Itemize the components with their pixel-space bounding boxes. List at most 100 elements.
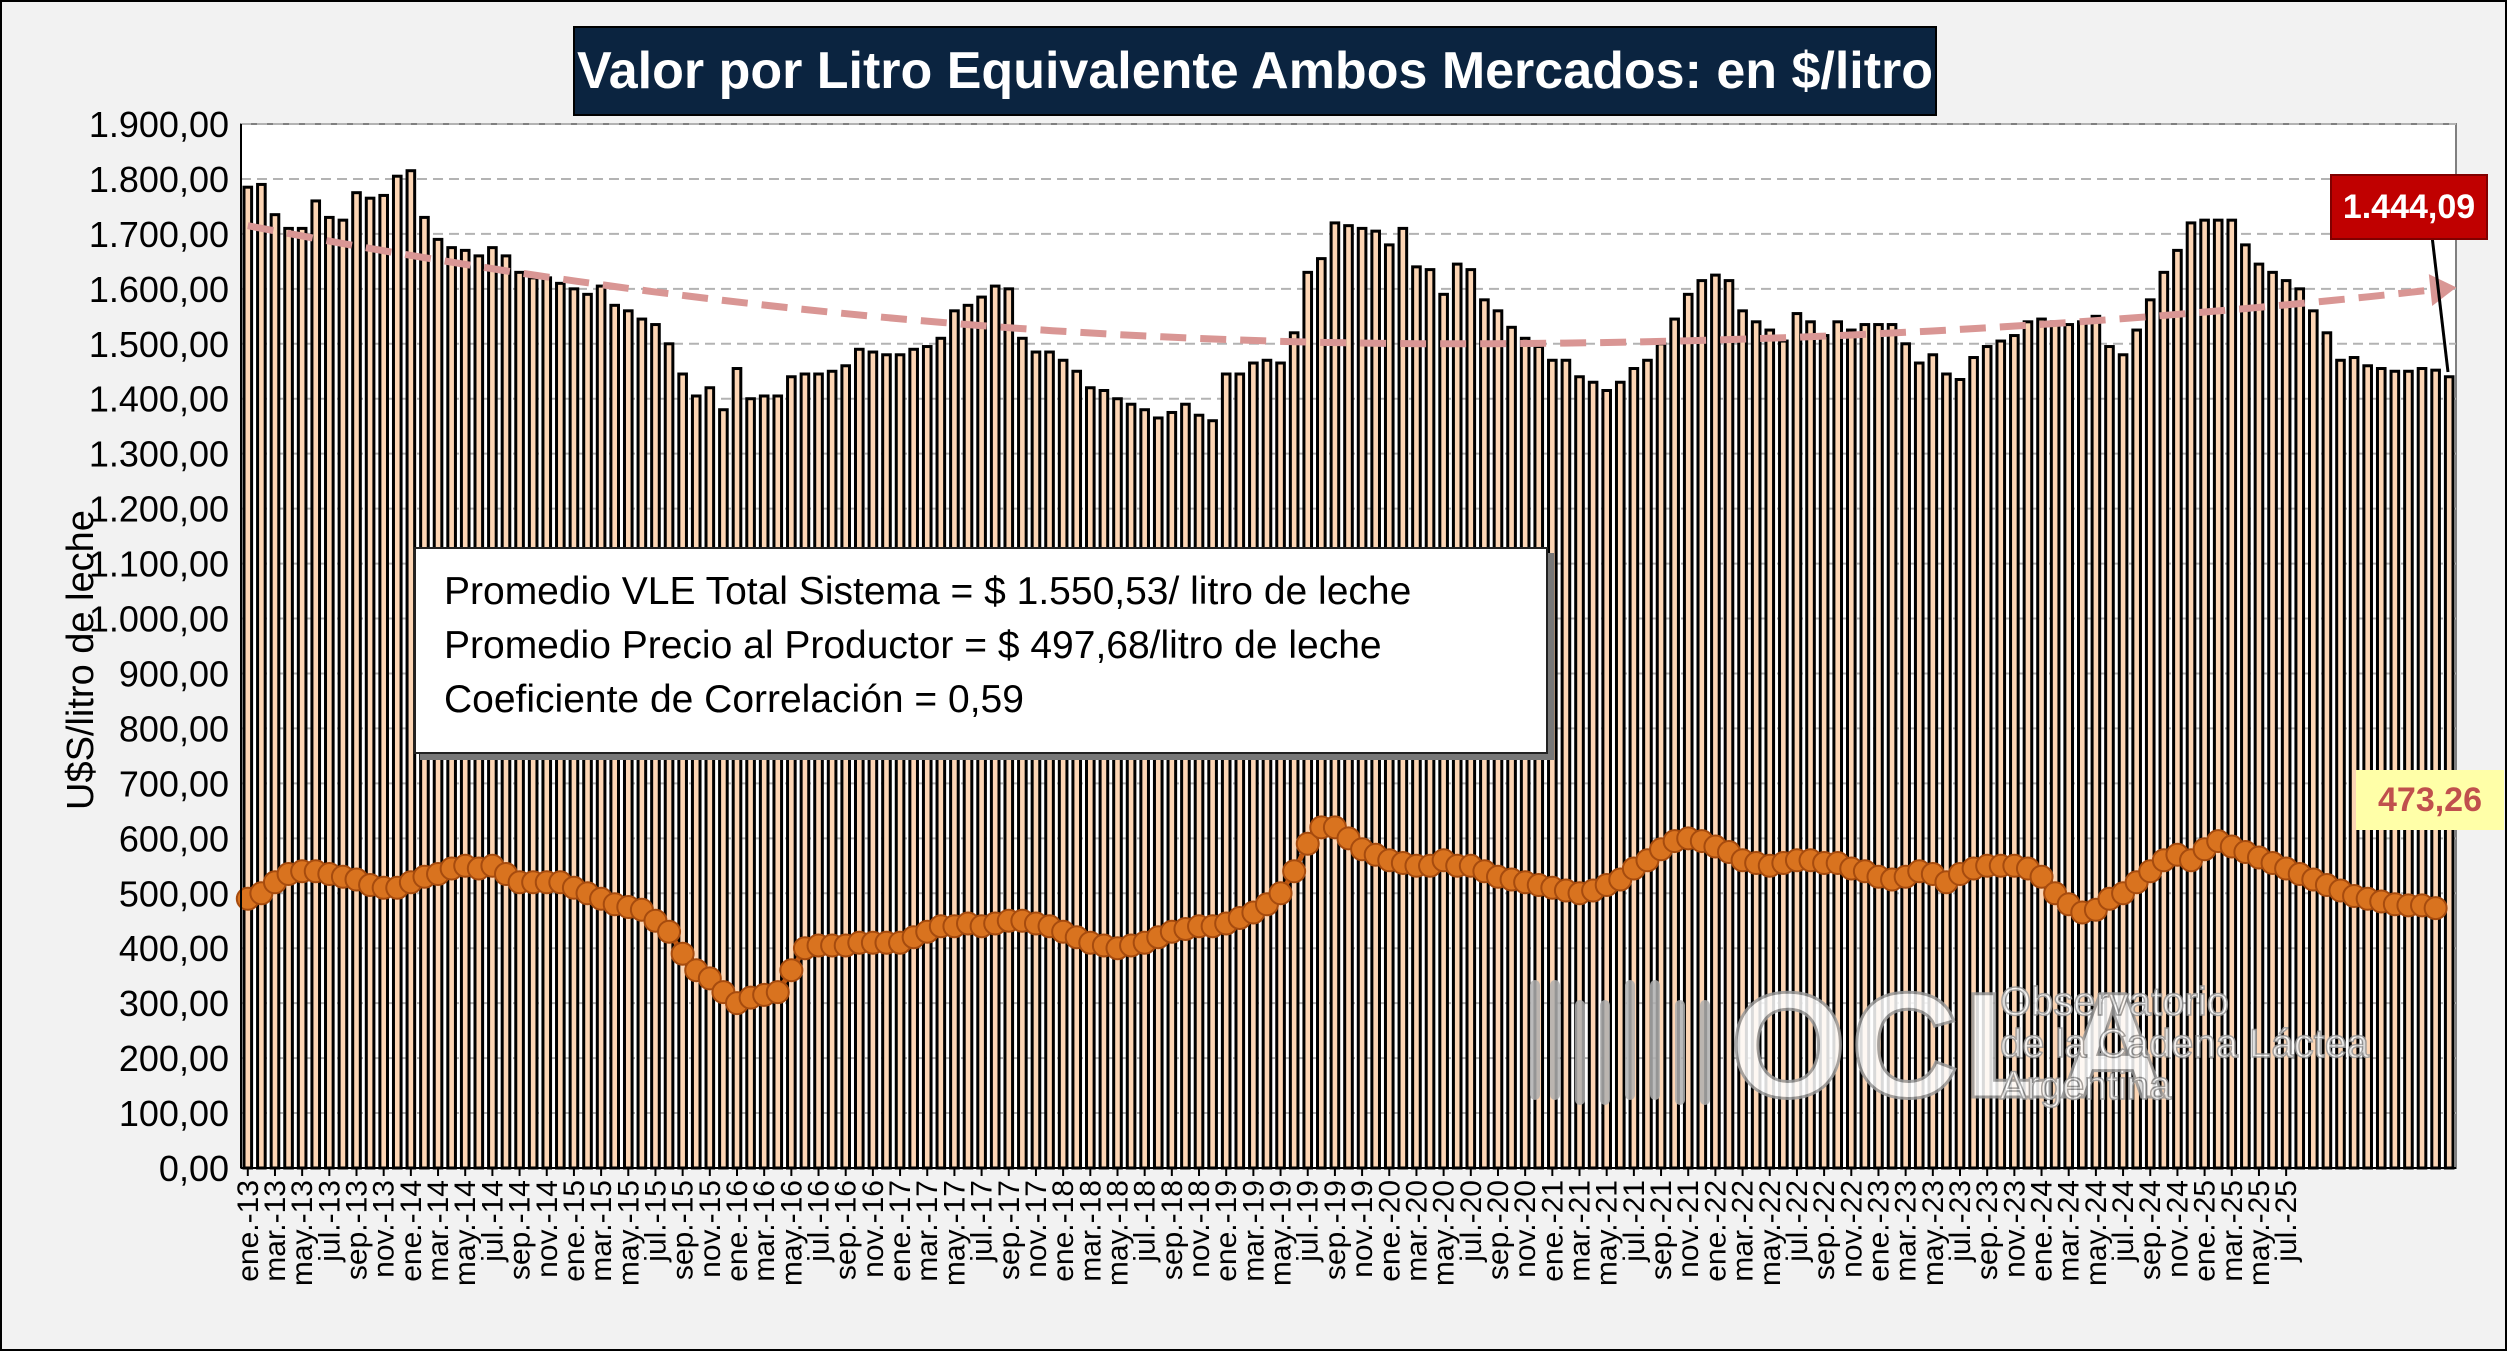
ocla-caption-line1: Observatorio: [1999, 980, 2229, 1024]
bar: [269, 213, 281, 1170]
bar: [1275, 361, 1286, 1170]
producer-point: [1268, 881, 1293, 906]
chart-title: Valor por Litro Equivalente Ambos Mercad…: [573, 26, 1937, 116]
producer-point: [1295, 831, 1320, 856]
x-tick-label: ene.-20: [1373, 1180, 1406, 1282]
bar: [1234, 372, 1246, 1170]
x-tick-label: ene.-13: [232, 1180, 265, 1282]
bar: [758, 394, 770, 1170]
x-tick-label: nov.-20: [1509, 1180, 1542, 1278]
y-tick-label: 400,00: [119, 928, 229, 969]
x-tick-label: ene.-19: [1210, 1180, 1243, 1282]
bar: [391, 174, 403, 1170]
bar: [1152, 416, 1164, 1170]
x-tick-label: sep.-22: [1808, 1180, 1841, 1280]
y-tick-label: 800,00: [119, 708, 229, 749]
stat-producer-average: Promedio Precio al Productor = $ 497,68/…: [444, 624, 1382, 667]
ocla-logo-icon: [1530, 980, 1710, 1105]
x-tick-label: jul.-19: [1292, 1180, 1325, 1263]
bar: [296, 226, 308, 1170]
bar: [1030, 350, 1042, 1170]
bar: [718, 408, 729, 1170]
x-tick-label: mar.-24: [2053, 1180, 2086, 1282]
x-tick-label: sep.-23: [1971, 1180, 2004, 1280]
producer-price-line: [235, 815, 2448, 1016]
x-tick-label: jul.-15: [639, 1180, 672, 1263]
x-tick-label: may.-14: [449, 1180, 482, 1286]
bar: [731, 367, 743, 1170]
bar: [921, 345, 933, 1170]
ocla-caption-line3: Argentina: [1999, 1064, 2172, 1108]
y-axis-label: U$S/litro de leche: [60, 510, 102, 810]
x-tick-label: mar.-13: [259, 1180, 292, 1282]
x-tick-label: mar.-17: [911, 1180, 944, 1282]
y-tick-label: 900,00: [119, 653, 229, 694]
x-tick-label: sep.-19: [1319, 1180, 1352, 1280]
bar: [351, 191, 362, 1170]
chart-title-text: Valor por Litro Equivalente Ambos Mercad…: [576, 42, 1934, 100]
x-tick-label: ene.-21: [1536, 1180, 1569, 1282]
y-tick-label: 700,00: [119, 763, 229, 804]
bar: [840, 364, 852, 1170]
x-tick-label: may.-19: [1265, 1180, 1298, 1286]
bar: [786, 375, 797, 1170]
bar: [867, 350, 879, 1170]
x-tick-label: sep.-18: [1156, 1180, 1189, 1280]
bar: [1261, 358, 1273, 1170]
y-tick-label: 1.100,00: [89, 544, 229, 585]
bar: [704, 386, 716, 1170]
bar: [1193, 413, 1205, 1170]
bar: [813, 372, 824, 1170]
y-tick-label: 1.500,00: [89, 324, 229, 365]
y-tick-label: 1.900,00: [89, 104, 229, 145]
x-tick-label: mar.-21: [1564, 1180, 1597, 1282]
x-tick-label: sep.-21: [1645, 1180, 1678, 1280]
bar: [256, 182, 267, 1170]
producer-point: [670, 941, 695, 966]
x-tick-label: mar.-18: [1074, 1180, 1107, 1282]
x-tick-label: mar.-25: [2216, 1180, 2249, 1282]
stat-correlation: Coeficiente de Correlación = 0,59: [444, 678, 1024, 721]
bar: [1220, 372, 1232, 1170]
y-tick-label: 0,00: [159, 1148, 229, 1189]
y-tick-label: 1.400,00: [89, 379, 229, 420]
x-tick-label: sep.-24: [2134, 1180, 2167, 1280]
x-tick-label: may.-18: [1101, 1180, 1134, 1286]
x-tick-label: nov.-13: [368, 1180, 401, 1278]
x-tick-label: may.-22: [1754, 1180, 1787, 1286]
x-tick-label: nov.-15: [694, 1180, 727, 1278]
y-tick-label: 100,00: [119, 1093, 229, 1134]
bar: [1071, 369, 1083, 1170]
bar: [1085, 386, 1096, 1170]
y-tick-label: 1.000,00: [89, 599, 229, 640]
bar: [1057, 358, 1069, 1170]
ocla-logo-caption: Observatorio de la Cadena Láctea Argenti…: [1999, 980, 2370, 1108]
last-vle-value-label: 1.444,09: [2330, 174, 2488, 240]
bar: [745, 397, 756, 1170]
vle-label-leader: [2430, 235, 2450, 373]
x-axis-ticks: ene.-13mar.-13may.-13jul.-13sep.-13nov.-…: [232, 1168, 2303, 1286]
bar: [663, 342, 675, 1170]
bar: [337, 218, 349, 1170]
x-tick-label: mar.-23: [1890, 1180, 1923, 1282]
bar: [2416, 367, 2428, 1170]
x-tick-label: may.-21: [1591, 1180, 1624, 1286]
bar: [1248, 361, 1259, 1170]
bar: [1125, 402, 1137, 1170]
producer-point: [779, 958, 804, 983]
y-tick-label: 500,00: [119, 873, 229, 914]
bar: [283, 226, 294, 1170]
x-tick-label: nov.-23: [1998, 1180, 2031, 1278]
x-tick-label: nov.-18: [1183, 1180, 1216, 1278]
x-tick-label: may.-20: [1428, 1180, 1461, 1286]
y-axis-ticks: 0,00 100,00 200,00 300,00 400,00 500,00 600,00…: [89, 104, 229, 1189]
bar: [1180, 402, 1191, 1170]
bar: [853, 347, 865, 1170]
x-tick-label: mar.-14: [422, 1180, 455, 1282]
x-tick-label: nov.-14: [531, 1180, 564, 1278]
bar: [799, 372, 811, 1170]
ocla-logo-text: OCLA: [1729, 961, 2171, 1129]
bar: [242, 185, 254, 1170]
x-tick-label: mar.-19: [1237, 1180, 1270, 1282]
x-tick-label: sep.-13: [341, 1180, 374, 1280]
